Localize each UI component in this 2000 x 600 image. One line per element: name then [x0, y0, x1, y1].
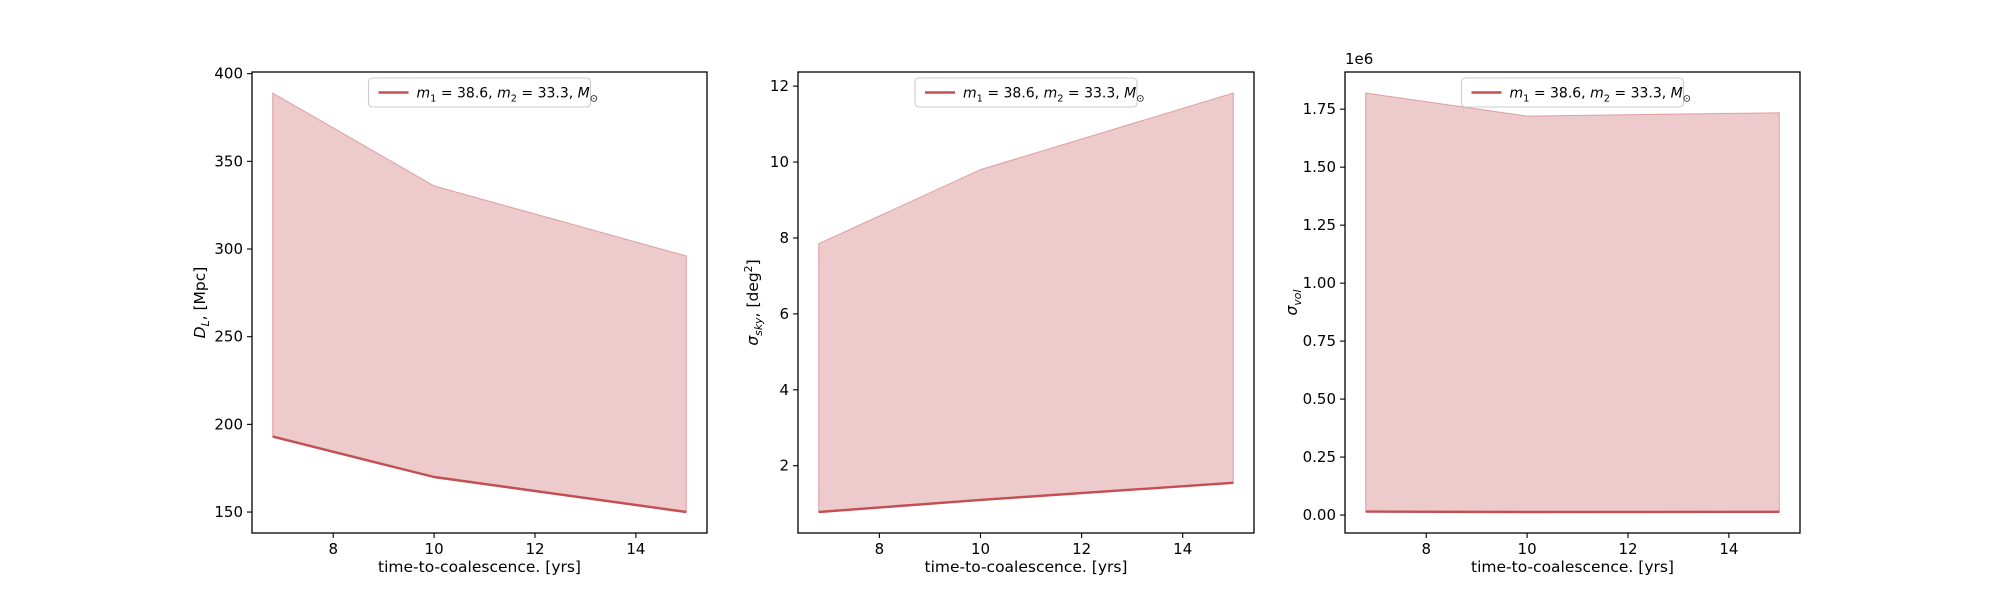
y-tick-label: 0.00 — [1303, 506, 1336, 524]
legend-box — [367, 77, 592, 108]
x-tick-label: 12 — [1072, 540, 1091, 558]
x-tick-label: 10 — [1518, 540, 1537, 558]
panel-luminosity-distance: 8 10 12 14 150 200 250 300 350 400 time-to-coalesc… — [191, 65, 708, 576]
y-tick-label: 250 — [214, 328, 243, 346]
x-tick-label: 14 — [626, 540, 645, 558]
y-axis-label: σvol — [1283, 290, 1304, 316]
y-tick-label: 400 — [214, 65, 243, 83]
axes-frame — [1344, 71, 1801, 534]
y-tick-label: 300 — [214, 240, 243, 258]
x-tick-label: 14 — [1173, 540, 1192, 558]
legend-label: m1 = 38.6, m2 = 33.3, M⊙ — [417, 86, 598, 105]
legend-label: m1 = 38.6, m2 = 33.3, M⊙ — [963, 86, 1144, 105]
y-tick-label: 1.00 — [1303, 274, 1336, 292]
x-axis-label: time-to-coalescence. [yrs] — [378, 558, 581, 576]
x-tick-label: 8 — [875, 540, 885, 558]
axes-frame — [251, 71, 708, 534]
axis-offset-label: 1e6 — [1345, 50, 1373, 68]
y-tick-label: 4 — [779, 381, 789, 399]
x-tick-label: 12 — [1618, 540, 1637, 558]
legend: m1 = 38.6, m2 = 33.3, M⊙ — [367, 77, 598, 108]
legend: m1 = 38.6, m2 = 33.3, M⊙ — [914, 77, 1144, 108]
y-tick-label: 12 — [770, 77, 789, 95]
y-tick-label: 1.25 — [1303, 216, 1336, 234]
x-axis-label: time-to-coalescence. [yrs] — [925, 558, 1128, 576]
x-tick-label: 12 — [525, 540, 544, 558]
y-tick-label: 1.75 — [1303, 100, 1336, 118]
y-tick-label: 200 — [214, 415, 243, 433]
uncertainty-band — [818, 92, 1234, 513]
y-tick-label: 2 — [779, 457, 789, 475]
y-tick-label: 0.75 — [1303, 332, 1336, 350]
uncertainty-band — [1365, 92, 1780, 513]
panel-volume-localization: 8 10 12 14 0.00 0.25 0.50 0.75 1.00 1.25 1.50 1.75 t… — [1283, 50, 1801, 576]
y-tick-label: 0.25 — [1303, 448, 1336, 466]
y-tick-label: 10 — [770, 153, 789, 171]
x-tick-label: 10 — [971, 540, 990, 558]
legend-box — [1460, 77, 1685, 108]
y-tick-label: 350 — [214, 152, 243, 170]
y-tick-label: 150 — [214, 503, 243, 521]
y-axis-label: σsky, [deg2] — [742, 259, 765, 345]
legend-label: m1 = 38.6, m2 = 33.3, M⊙ — [1510, 86, 1691, 105]
x-tick-label: 8 — [328, 540, 338, 558]
y-axis-label: DL, [Mpc] — [191, 267, 212, 339]
x-tick-label: 10 — [425, 540, 444, 558]
uncertainty-band — [272, 92, 687, 513]
y-tick-label: 8 — [779, 229, 789, 247]
y-tick-label: 6 — [779, 305, 789, 323]
y-tick-label: 1.50 — [1303, 158, 1336, 176]
median-line — [818, 481, 1234, 514]
legend-box — [914, 77, 1138, 108]
x-axis-label: time-to-coalescence. [yrs] — [1471, 558, 1674, 576]
x-tick-label: 14 — [1719, 540, 1738, 558]
legend: m1 = 38.6, m2 = 33.3, M⊙ — [1460, 77, 1691, 108]
median-line — [272, 435, 687, 514]
x-tick-label: 8 — [1421, 540, 1431, 558]
y-tick-label: 0.50 — [1303, 390, 1336, 408]
axes-frame — [797, 71, 1255, 534]
